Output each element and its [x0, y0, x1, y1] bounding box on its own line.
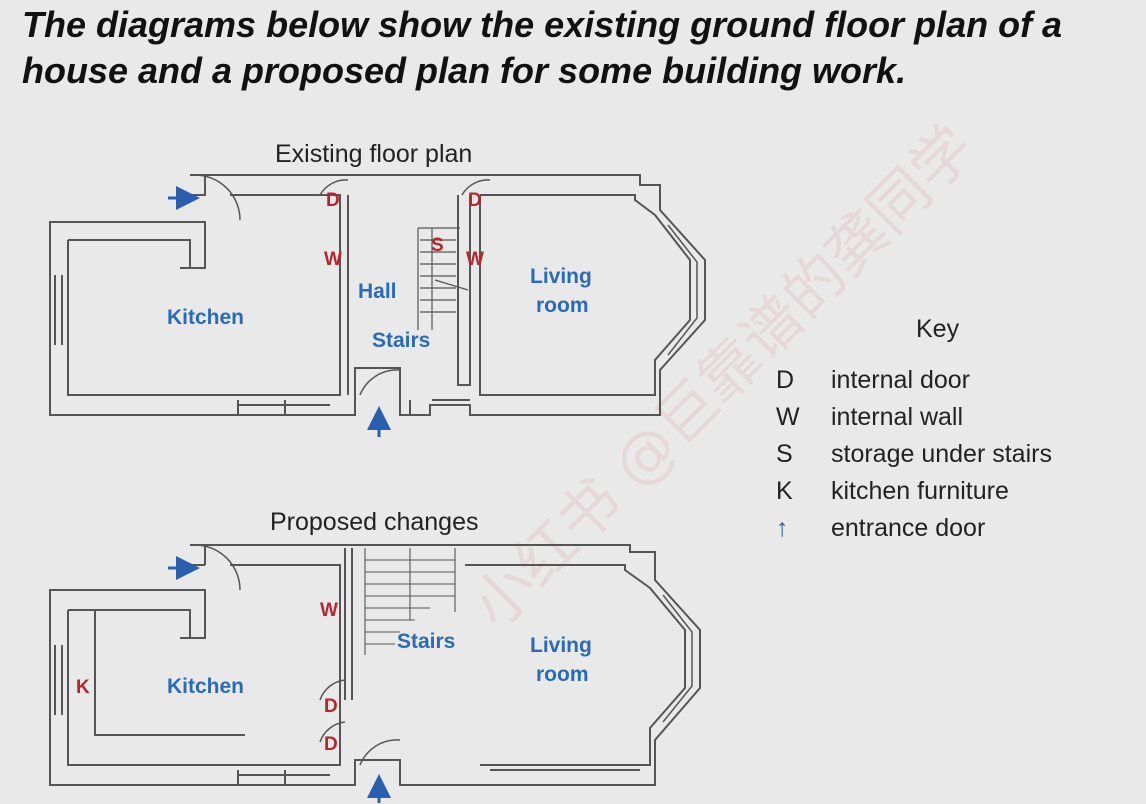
- existing-bottom-windows-right: [409, 399, 470, 415]
- proposed-stairs-label: Stairs: [397, 630, 455, 653]
- key-row-internal-door: D internal door: [776, 362, 1052, 399]
- existing-door-marker-2: D: [468, 190, 482, 211]
- key-symbol: W: [776, 403, 800, 431]
- proposed-kitchen-furniture-marker: K: [76, 677, 90, 698]
- key-row-entrance-door: ↑ entrance door: [776, 510, 1052, 547]
- existing-plan-title: Existing floor plan: [275, 140, 473, 168]
- proposed-living-label-1: Living: [530, 634, 592, 657]
- proposed-living-label-2: room: [536, 663, 589, 686]
- page-heading: The diagrams below show the existing gro…: [22, 4, 1063, 91]
- proposed-stairs: [364, 548, 456, 655]
- key-symbol: S: [776, 440, 793, 468]
- existing-plan: [49, 174, 706, 416]
- proposed-door-arc-2: [319, 721, 346, 743]
- key-label: storage under stairs: [831, 440, 1052, 468]
- legend-key: Key D internal door W internal wall S st…: [776, 315, 1052, 547]
- key-row-kitchen-furniture: K kitchen furniture: [776, 473, 1052, 510]
- existing-stairs-label: Stairs: [372, 329, 430, 352]
- existing-living-label-1: Living: [530, 265, 592, 288]
- existing-bay-window: [667, 224, 698, 356]
- proposed-door-marker-2: D: [324, 734, 338, 755]
- key-title: Key: [916, 315, 960, 343]
- existing-storage-line: [434, 279, 469, 291]
- proposed-door-marker-1: D: [324, 696, 338, 717]
- existing-bottom-windows: [237, 400, 330, 415]
- key-label: internal wall: [831, 403, 964, 431]
- key-label: internal door: [831, 366, 970, 394]
- existing-kitchen-inner: [67, 194, 341, 396]
- existing-wall-marker-1: W: [324, 249, 342, 270]
- proposed-top-door: [194, 544, 241, 591]
- proposed-stair-wall: [344, 548, 353, 700]
- existing-living-label-2: room: [536, 294, 589, 317]
- existing-inner-wall: [190, 175, 206, 196]
- proposed-plan: [49, 544, 701, 786]
- existing-stairs: [417, 227, 460, 330]
- existing-wall-marker-2: W: [466, 249, 484, 270]
- proposed-kitchen-label: Kitchen: [167, 675, 244, 698]
- key-label: entrance door: [831, 514, 986, 542]
- key-label: kitchen furniture: [831, 477, 1009, 505]
- key-row-storage: S storage under stairs: [776, 436, 1052, 473]
- existing-entrance-door: [359, 369, 401, 396]
- existing-storage-marker: S: [431, 235, 444, 256]
- entrance-arrow-icon: ↑: [776, 514, 789, 542]
- proposed-wall-marker: W: [320, 600, 338, 621]
- existing-outer-wall: [49, 174, 706, 416]
- proposed-door-arc-1: [319, 679, 346, 701]
- proposed-plan-title: Proposed changes: [270, 508, 479, 536]
- proposed-inner-wall: [190, 545, 206, 566]
- existing-living-inner: [479, 194, 691, 396]
- proposed-kitchen-inner: [67, 564, 341, 766]
- existing-top-door: [194, 174, 241, 221]
- existing-kitchen-window: [54, 275, 63, 345]
- existing-door-marker-1: D: [326, 190, 340, 211]
- proposed-bay-window: [662, 594, 693, 723]
- key-symbol: D: [776, 366, 795, 394]
- existing-door-arc-1: [319, 179, 349, 196]
- existing-door-arc-2: [461, 179, 491, 196]
- proposed-entrance-door: [359, 739, 401, 766]
- existing-hall-label: Hall: [358, 280, 397, 303]
- proposed-kitchen-window: [54, 645, 63, 715]
- existing-kitchen-label: Kitchen: [167, 306, 244, 329]
- proposed-outer-wall: [49, 544, 701, 786]
- key-row-internal-wall: W internal wall: [776, 399, 1052, 436]
- proposed-living-inner: [465, 564, 686, 766]
- existing-hall-wall-right: [457, 195, 471, 386]
- key-symbol: K: [776, 477, 793, 505]
- proposed-bottom-windows: [237, 769, 640, 785]
